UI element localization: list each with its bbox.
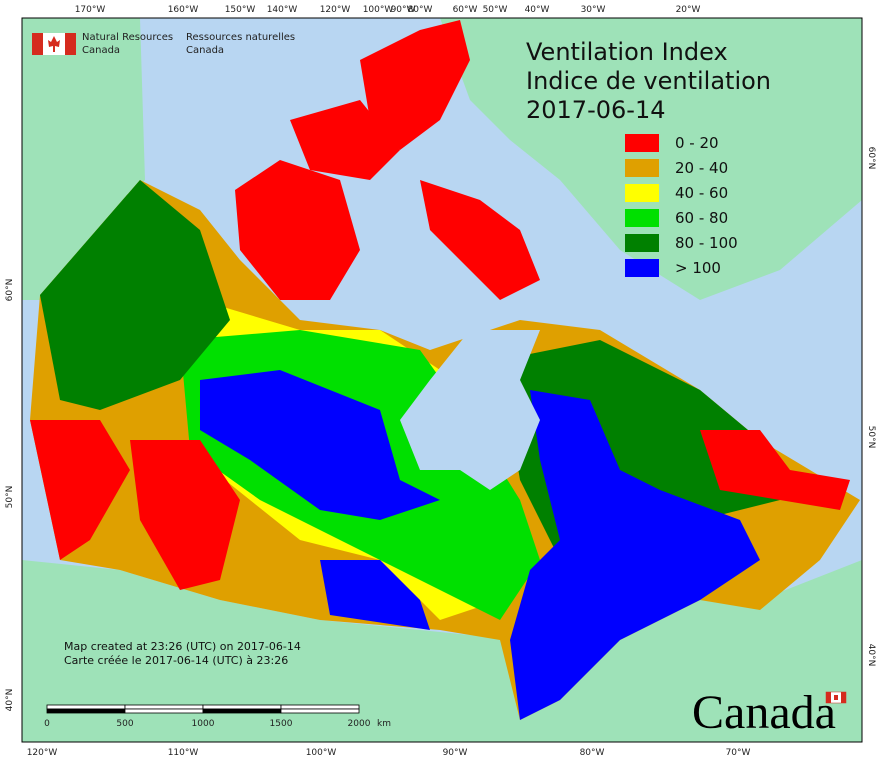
- longitude-label: 90°W: [443, 748, 468, 758]
- longitude-label: 100°W: [306, 748, 337, 758]
- logo-flag-bar: [65, 33, 76, 55]
- longitude-label: 80°W: [408, 5, 433, 15]
- map-title: Ventilation Index: [526, 38, 728, 66]
- coordinate-labels: 170°W 160°W 150°W 140°W 120°W 100°W90°W80°W 60…: [5, 5, 876, 758]
- zone-red-interior: [130, 440, 240, 590]
- longitude-label: 30°W: [581, 5, 606, 15]
- logo-text: Canada: [82, 45, 120, 56]
- map-area: [21, 17, 863, 743]
- logo-text: Ressources naturelles: [186, 32, 295, 43]
- longitude-label: 40°W: [525, 5, 550, 15]
- logo-text: Canada: [186, 45, 224, 56]
- longitude-label: 60°W: [453, 5, 478, 15]
- legend: 0 - 20 20 - 40 40 - 60 60 - 80 80 - 100 > 100: [625, 134, 738, 277]
- map-title: Indice de ventilation: [526, 67, 771, 95]
- legend-label: 80 - 100: [675, 234, 738, 252]
- map-date: 2017-06-14: [526, 96, 665, 124]
- legend-swatch: [625, 134, 659, 152]
- longitude-label: 70°W: [726, 748, 751, 758]
- longitude-label: 90°W: [391, 5, 416, 15]
- zone-blue-ontario: [320, 560, 430, 630]
- zone-blue-central: [200, 370, 440, 520]
- latitude-label: 60°N: [866, 147, 876, 170]
- legend-label: 0 - 20: [675, 134, 719, 152]
- legend-swatch: [625, 234, 659, 252]
- longitude-label: 170°W: [75, 5, 106, 15]
- latitude-label: 50°N: [866, 426, 876, 449]
- agency-logo: Natural Resources Canada Ressources natu…: [32, 32, 295, 56]
- scale-label: 500: [116, 719, 133, 729]
- island-ellesmere: [360, 20, 470, 150]
- scale-label: 2000: [348, 719, 371, 729]
- zone-red-labrador: [700, 430, 850, 510]
- scale-segment: [280, 704, 360, 710]
- legend-swatch: [625, 259, 659, 277]
- longitude-label: 100°W: [363, 5, 394, 15]
- wordmark-flag-bar: [841, 692, 846, 703]
- scale-unit: km: [377, 719, 391, 729]
- scale-label: 1000: [192, 719, 215, 729]
- logo-flag-bar: [32, 33, 43, 55]
- latitude-label: 40°N: [866, 644, 876, 667]
- latitude-label: 40°N: [5, 689, 15, 712]
- longitude-label: 110°W: [168, 748, 199, 758]
- legend-swatch: [625, 209, 659, 227]
- longitude-label: 20°W: [676, 5, 701, 15]
- zone-blue-east: [510, 390, 760, 720]
- longitude-label: 80°W: [580, 748, 605, 758]
- wordmark: Canada: [692, 686, 836, 739]
- latitude-label: 50°N: [5, 486, 15, 509]
- scale-label: 1500: [270, 719, 293, 729]
- longitude-label: 120°W: [27, 748, 58, 758]
- legend-label: 40 - 60: [675, 184, 728, 202]
- scale-segment: [202, 704, 282, 710]
- longitude-label: 50°W: [483, 5, 508, 15]
- wordmark-flag-bar: [826, 692, 831, 703]
- longitude-label: 160°W: [168, 5, 199, 15]
- map-note: Carte créée le 2017-06-14 (UTC) à 23:26: [64, 654, 288, 667]
- scale-segment: [124, 704, 204, 710]
- scale-segment: [46, 704, 126, 710]
- zone-red-bc: [30, 420, 130, 560]
- legend-label: 20 - 40: [675, 159, 728, 177]
- scale-segment: [202, 708, 282, 714]
- map-frame: [21, 17, 863, 743]
- wordmark-flag: [825, 691, 847, 704]
- scale-bar: 0 500 1000 1500 2000 km: [44, 704, 391, 729]
- island-victoria: [235, 160, 360, 300]
- longitude-label: 140°W: [267, 5, 298, 15]
- legend-swatch: [625, 159, 659, 177]
- latitude-label: 60°N: [5, 279, 15, 302]
- scale-segment: [46, 708, 126, 714]
- scale-label: 0: [44, 719, 50, 729]
- longitude-label: 120°W: [320, 5, 351, 15]
- logo-text: Natural Resources: [82, 32, 173, 43]
- logo-maple-leaf: [48, 36, 60, 52]
- legend-label: 60 - 80: [675, 209, 728, 227]
- wordmark-maple-leaf: [834, 695, 838, 700]
- legend-swatch: [625, 184, 659, 202]
- map-note: Map created at 23:26 (UTC) on 2017-06-14: [64, 640, 301, 653]
- alaska: [22, 18, 145, 300]
- longitude-label: 150°W: [225, 5, 256, 15]
- scale-segment: [124, 708, 204, 714]
- hudson-bay: [400, 330, 540, 490]
- scale-segment: [280, 708, 360, 714]
- zone-dark-green-nw: [40, 180, 230, 410]
- legend-label: > 100: [675, 259, 721, 277]
- island-baffin: [420, 180, 540, 300]
